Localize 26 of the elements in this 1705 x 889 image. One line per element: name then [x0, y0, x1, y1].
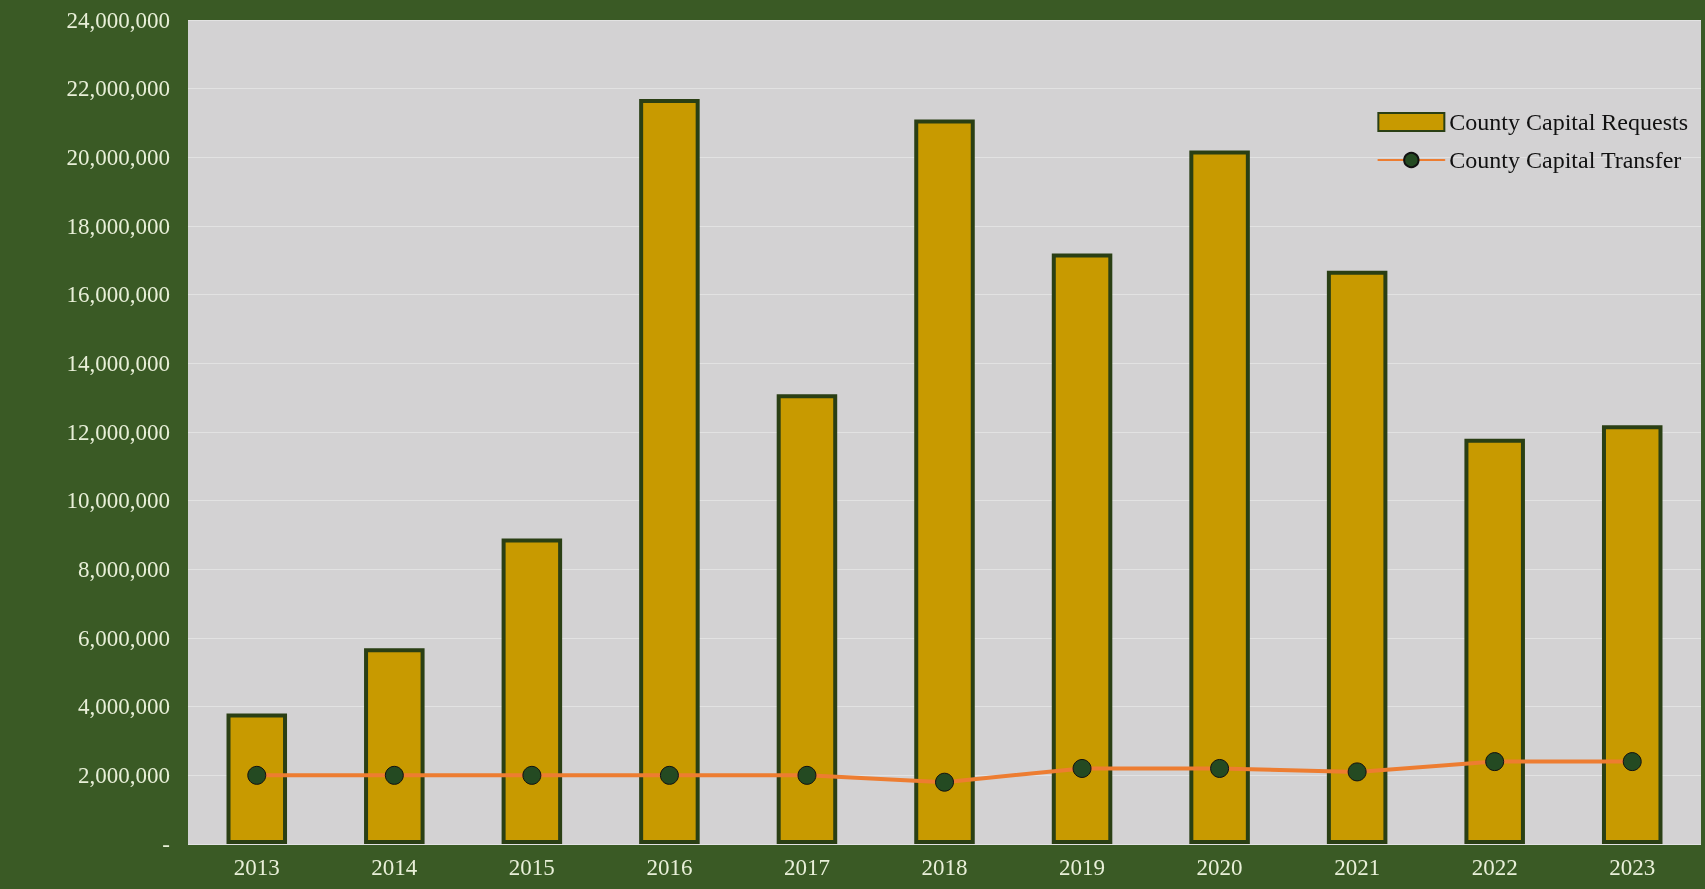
y-tick-label: 14,000,000: [66, 350, 170, 376]
y-tick-label: 18,000,000: [66, 213, 170, 239]
x-tick-label: 2016: [646, 855, 693, 880]
y-tick-label: 2,000,000: [78, 762, 170, 788]
x-tick-label: 2013: [233, 855, 280, 880]
y-tick-label: 4,000,000: [78, 694, 170, 720]
x-tick-label: 2021: [1334, 855, 1381, 880]
legend-label: County Capital Requests: [1449, 109, 1688, 135]
y-tick-label: -: [162, 831, 170, 857]
y-tick-label: 12,000,000: [66, 419, 170, 445]
y-tick-label: 24,000,000: [66, 7, 170, 33]
y-tick-label: 6,000,000: [78, 625, 170, 651]
x-tick-label: 2017: [783, 855, 830, 880]
y-tick-label: 20,000,000: [66, 144, 170, 170]
x-tick-label: 2022: [1471, 855, 1518, 880]
x-tick-label: 2020: [1196, 855, 1243, 880]
y-tick-label: 22,000,000: [66, 76, 170, 102]
x-tick-label: 2014: [371, 855, 418, 880]
x-tick-label: 2018: [921, 855, 968, 880]
x-tick-label: 2015: [508, 855, 555, 880]
x-tick-label: 2023: [1609, 855, 1656, 880]
y-tick-label: 10,000,000: [66, 488, 170, 514]
legend-label: County Capital Transfer: [1449, 147, 1682, 173]
y-tick-label: 16,000,000: [66, 282, 170, 308]
x-tick-label: 2019: [1059, 855, 1106, 880]
y-tick-label: 8,000,000: [78, 556, 170, 582]
